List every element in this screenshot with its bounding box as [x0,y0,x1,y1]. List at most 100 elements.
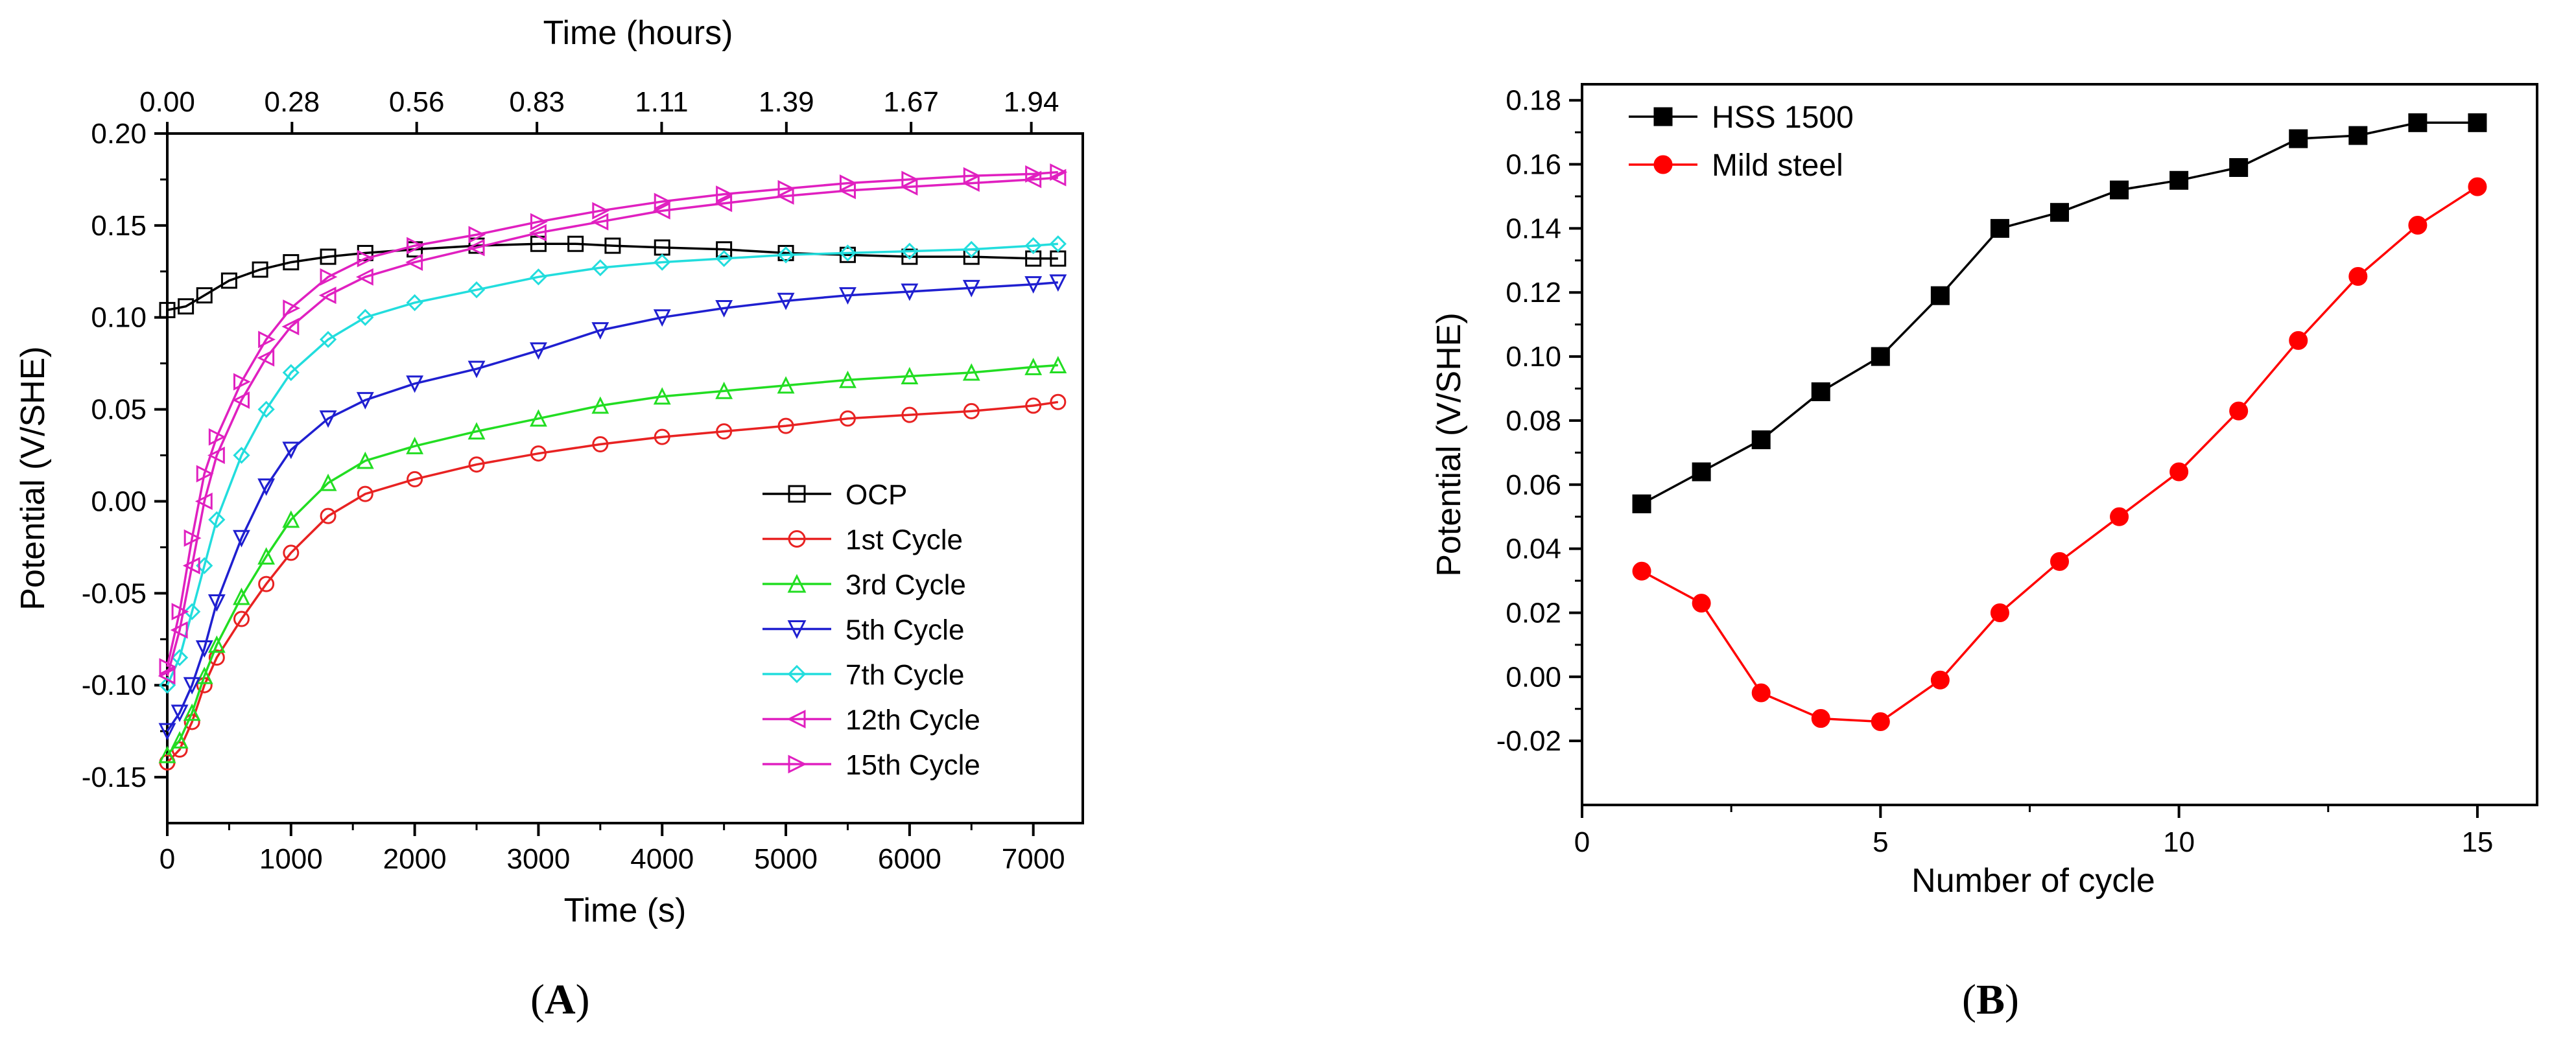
chart-a-point-5th-cycle [901,283,919,301]
chart-a-point-3rd-cycle [195,666,213,684]
chart-a-series-group [158,163,1068,771]
panel-a-close-paren: ) [575,976,590,1023]
chart-b-legend-marker [1653,155,1673,174]
chart-a-point-12th-cycle [715,194,733,213]
chart-a-legend-item-5th-cycle: 5th Cycle [762,614,964,646]
chart-a-point-5th-cycle [530,342,547,360]
chart-a-point-15th-cycle [159,658,177,676]
chart-a-point-15th-cycle [283,299,301,317]
chart-a-y-tick-label: 0.20 [91,118,147,150]
chart-a-point-5th-cycle [171,704,189,723]
chart-b-point-mild-steel [2408,215,2428,235]
chart-b-point-hss-1500 [2110,180,2129,200]
chart-b-point-hss-1500 [1811,382,1830,401]
chart-a-point-15th-cycle [901,170,919,189]
chart-a-point-1st-cycle [654,428,670,445]
chart-a-top-tick-label: 0.56 [389,86,445,118]
chart-a-point-ocp [567,235,584,252]
chart-a-plot-frame [166,132,1084,824]
chart-a-point-12th-cycle [355,268,373,286]
chart-a-point-5th-cycle [195,640,213,658]
chart-a-point-1st-cycle [407,471,423,487]
chart-b-x-tick-label: 10 [2163,826,2195,858]
chart-a-point-3rd-cycle [319,473,337,491]
chart-a-legend-label: 5th Cycle [845,614,964,646]
chart-a-point-1st-cycle [592,436,609,453]
chart-a-top-tick-label: 0.83 [509,86,565,118]
chart-a-point-3rd-cycle [962,363,980,381]
chart-a-legend-label: 7th Cycle [845,659,964,691]
chart-a-point-1st-cycle [320,507,337,524]
chart-b-point-hss-1500 [1871,347,1890,366]
chart-a-legend-item-15th-cycle: 15th Cycle [762,749,980,781]
chart-a-x-axis-title: Time (s) [564,892,687,929]
chart-a-point-1st-cycle [963,402,980,419]
chart-b-x-tick-label: 15 [2461,826,2493,858]
chart-a-x-axis: 0 1000 2000 3000 4000 5000 6000 7000 [160,823,1065,875]
panel-b-label: (B) [1962,975,2019,1025]
chart-a-point-12th-cycle [281,318,300,336]
chart-a-point-5th-cycle [962,279,980,297]
chart-a-point-5th-cycle [356,391,374,410]
chart-a-point-15th-cycle [592,202,610,220]
chart-a-point-1st-cycle [258,576,275,592]
chart-a-top-tick-label: 1.11 [635,86,688,118]
chart-a-top-axis-title: Time (hours) [543,14,733,52]
chart-a-point-12th-cycle [257,349,275,367]
chart-a-point-5th-cycle [715,300,733,318]
chart-a-point-12th-cycle [195,493,213,510]
chart-a-legend-marker [787,620,807,639]
chart-a-legend-marker [786,710,806,728]
chart-a-legend-label: 12th Cycle [845,704,980,736]
chart-a-y-axis: -0.15 -0.10 -0.05 0.00 0.05 0.10 0.15 0.20 [82,118,167,793]
chart-a-point-3rd-cycle [207,635,226,653]
chart-b-legend-item-mild-steel: Mild steel [1629,148,1843,183]
chart-a-point-7th-cycle [467,281,486,299]
chart-a-point-15th-cycle [320,268,338,286]
chart-a-point-15th-cycle [183,529,202,547]
chart-a-point-1st-cycle [357,485,373,502]
chart-a-point-3rd-cycle [183,703,201,721]
chart-a-legend-marker [787,574,807,593]
chart-b-series-group [1632,113,2487,732]
chart-a-point-7th-cycle [839,244,857,262]
chart-a-legend-marker [788,485,806,503]
chart-a-point-7th-cycle [282,364,300,381]
chart-a-point-ocp [320,248,337,265]
chart-a-line-15th-cycle [166,170,1058,668]
chart-a-x-tick-label: 1000 [259,843,323,875]
panel-a-open-paren: ( [530,976,545,1023]
chart-a-y-axis-title: Potential (V/SHE) [14,346,52,611]
chart-a-point-12th-cycle [182,557,200,575]
chart-b-point-hss-1500 [2289,129,2308,148]
chart-b-series-hss-1500 [1632,113,2487,513]
chart-a-point-1st-cycle [283,544,300,561]
chart-a-point-15th-cycle [196,465,214,483]
chart-a-point-ocp [777,244,794,261]
chart-b-y-tick-label: 0.14 [1506,213,1561,244]
chart-a-line-1st-cycle [166,401,1059,763]
chart-a-point-15th-cycle [208,428,226,446]
chart-a-top-tick-label: 1.94 [1004,86,1059,118]
chart-a-point-5th-cycle [183,677,201,695]
chart-b-point-mild-steel [2169,462,2189,482]
panel-a-label: (A) [530,975,590,1025]
chart-b-y-tick-label: 0.02 [1506,597,1561,629]
chart-a-point-5th-cycle [406,375,424,393]
chart-b-point-hss-1500 [2408,113,2428,132]
chart-a-y-tick-label: -0.10 [82,670,147,701]
chart-a-point-ocp [604,237,621,254]
chart-a-point-3rd-cycle [591,396,609,414]
chart-b-y-axis-title: Potential (V/SHE) [1430,312,1468,577]
chart-a-point-15th-cycle [530,213,548,231]
chart-b-x-tick-label: 0 [1574,826,1590,858]
chart-a-point-7th-cycle [715,250,733,268]
chart-a-point-7th-cycle [183,603,201,620]
chart-a-point-ocp [220,272,237,289]
chart-b-y-tick-label: 0.10 [1506,341,1561,373]
chart-a-point-ocp [196,287,213,304]
chart-a-top-tick-label: 0.00 [139,86,195,118]
chart-a-point-7th-cycle [257,401,275,418]
chart-b-y-tick-label: 0.00 [1506,661,1561,693]
